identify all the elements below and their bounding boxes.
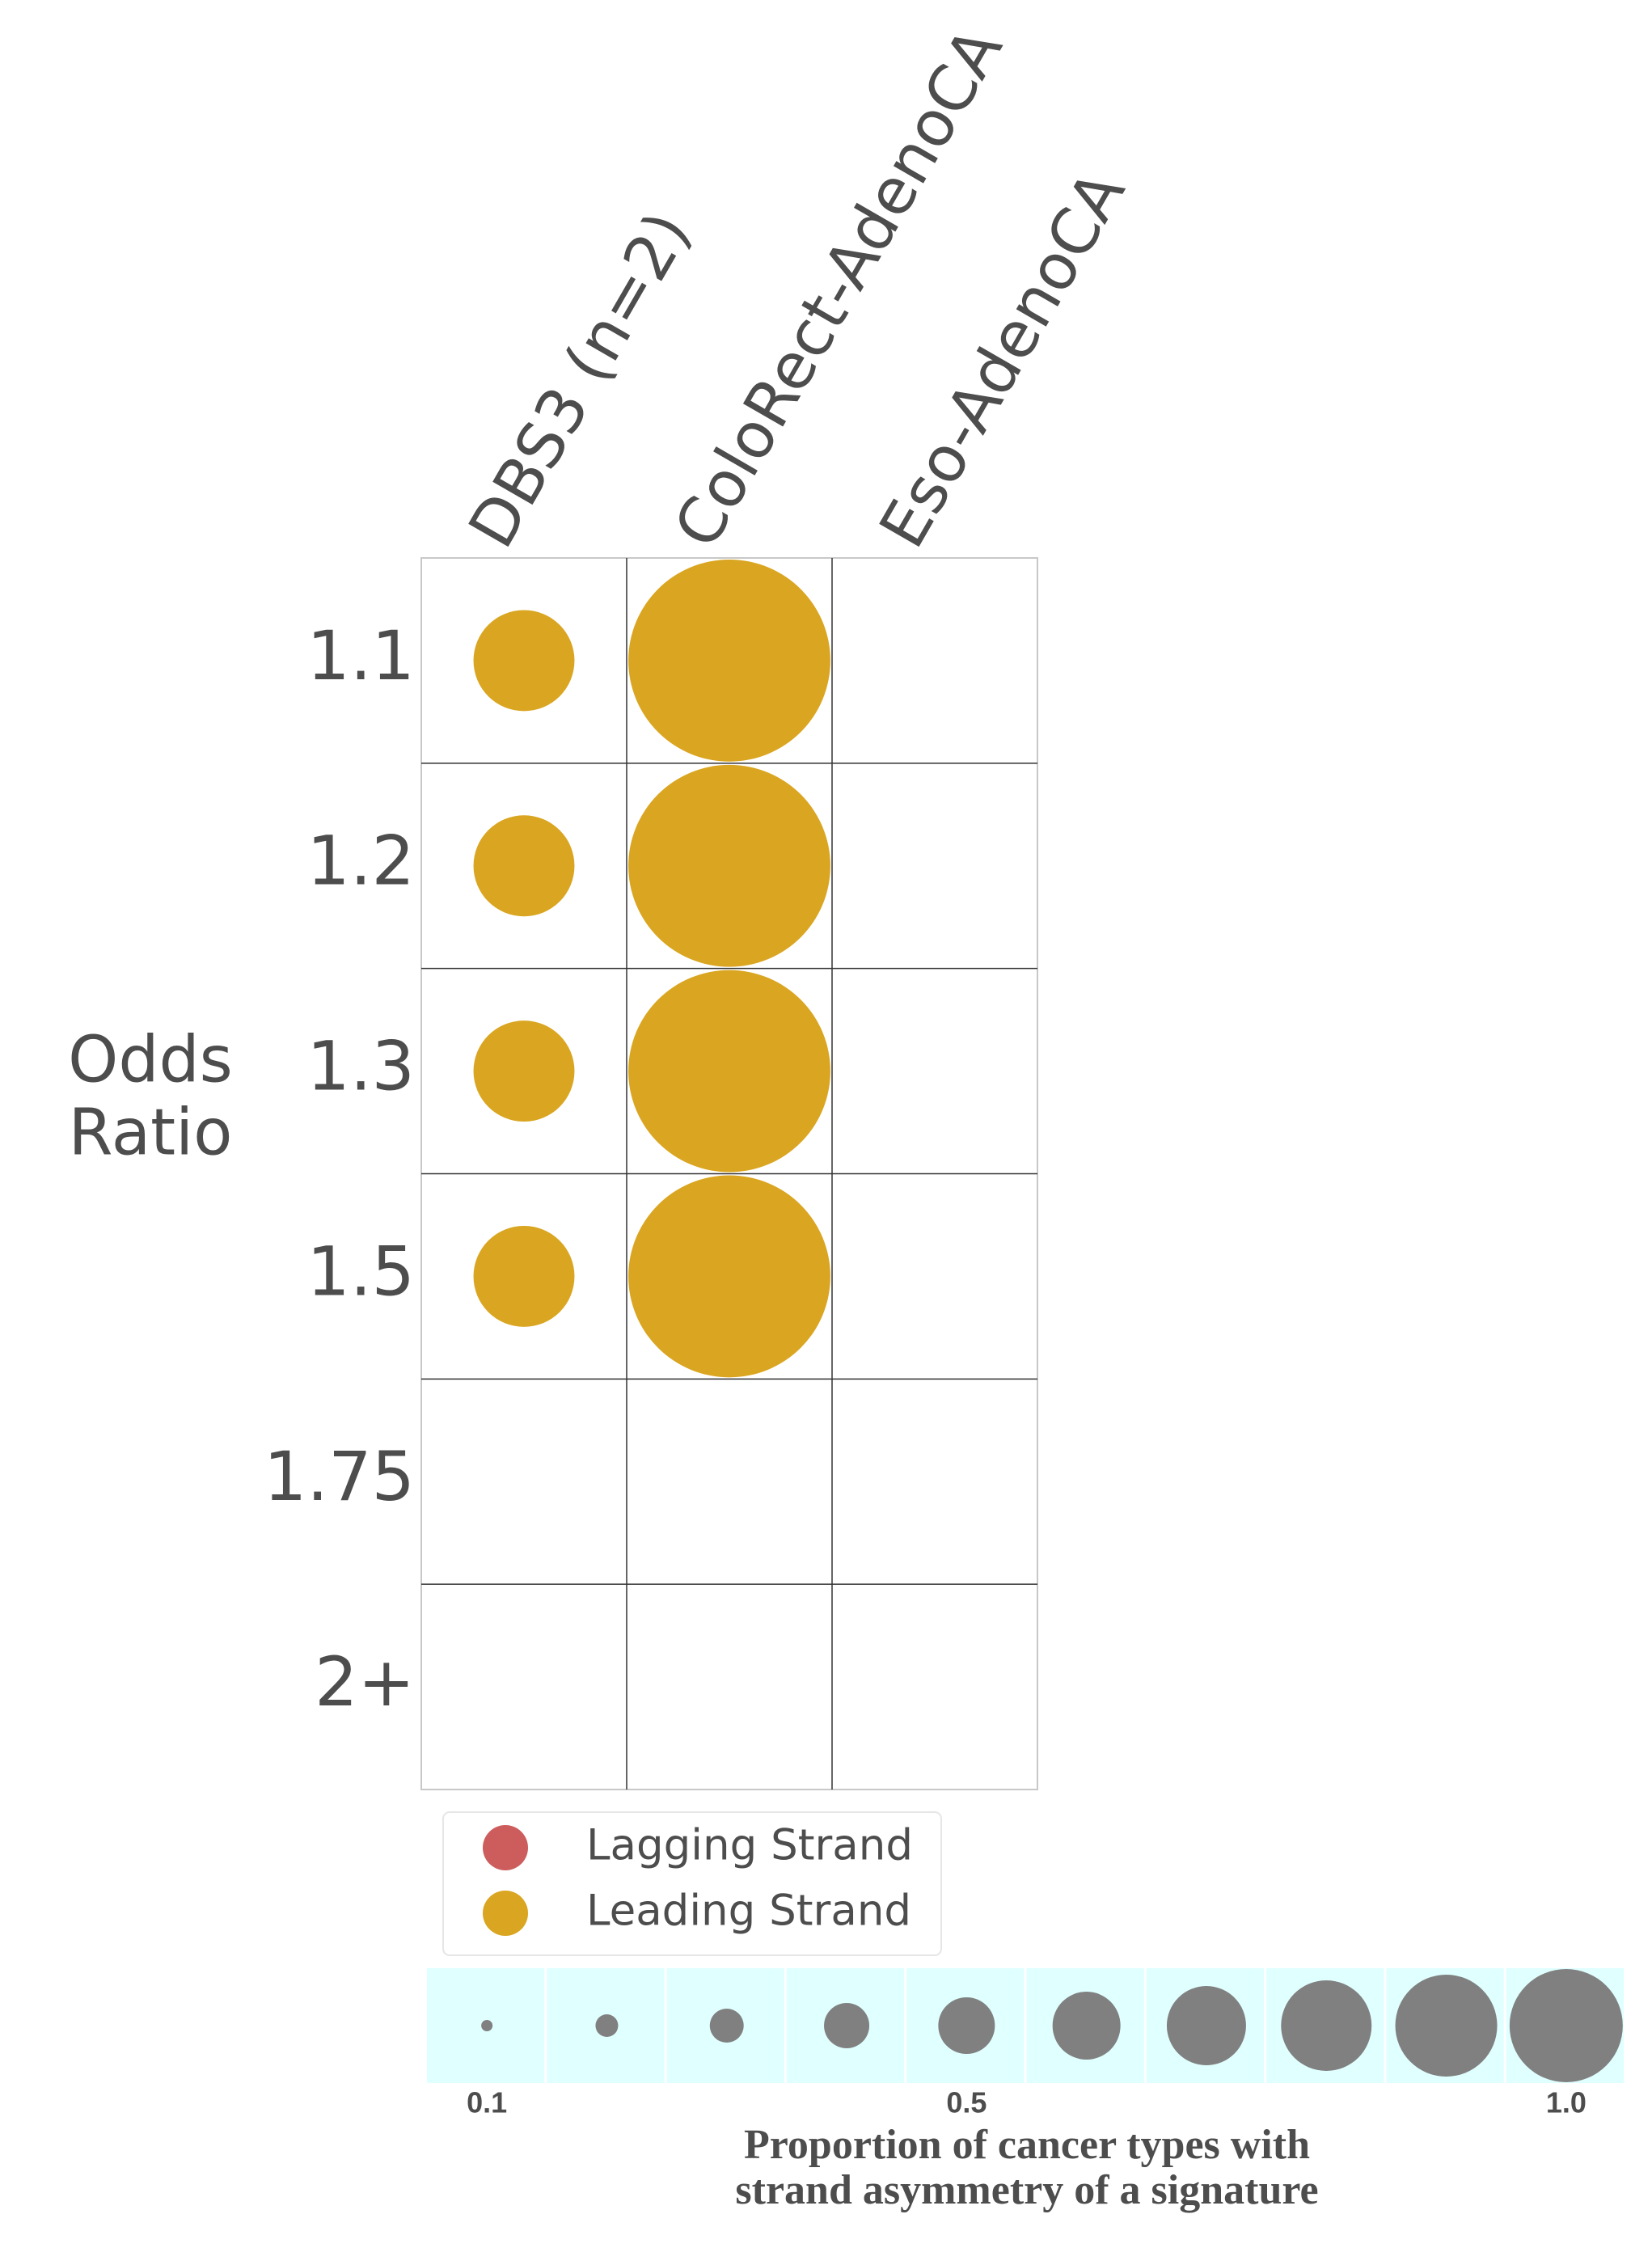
row-label: 1.5	[306, 1232, 415, 1311]
legend-marker	[483, 1891, 528, 1936]
size-legend-tick: 0.1	[467, 2086, 507, 2119]
bubble	[628, 560, 830, 762]
row-label: 1.75	[264, 1437, 415, 1516]
size-legend-marker	[709, 2009, 744, 2043]
size-legend-tick: 0.5	[946, 2086, 987, 2119]
column-label: DBS3 (n=2)	[455, 201, 705, 560]
bubble	[473, 1020, 575, 1122]
size-legend-title: strand asymmetry of a signature	[735, 2167, 1318, 2213]
size-legend-marker	[938, 1997, 995, 2054]
size-legend-marker	[1052, 1992, 1121, 2060]
legend-label: Leading Strand	[586, 1887, 911, 1936]
bubble	[473, 1225, 575, 1327]
size-legend-title: Proportion of cancer types with	[744, 2122, 1310, 2168]
bubble	[628, 970, 830, 1173]
size-legend-marker	[1509, 1969, 1623, 2082]
y-axis-label: Ratio	[69, 1095, 233, 1169]
legend-label: Lagging Strand	[586, 1821, 913, 1870]
size-legend-marker	[824, 2003, 870, 2048]
legend-box	[442, 1811, 942, 1956]
legend-marker	[483, 1825, 528, 1870]
bubble	[473, 610, 575, 712]
size-legend-marker	[1281, 1980, 1372, 2071]
bubble	[473, 815, 575, 917]
bubble	[628, 764, 830, 967]
row-label: 2+	[315, 1642, 415, 1722]
row-label: 1.2	[306, 822, 415, 901]
size-legend-marker	[1166, 1986, 1246, 2065]
row-label: 1.3	[306, 1027, 415, 1106]
size-legend-marker	[1395, 1975, 1498, 2077]
size-legend-marker	[595, 2014, 619, 2037]
row-label: 1.1	[306, 616, 415, 695]
y-axis-label: Odds	[68, 1022, 233, 1097]
size-legend-marker	[481, 2020, 493, 2031]
bubble	[628, 1175, 830, 1378]
size-legend-tick: 1.0	[1546, 2086, 1587, 2119]
